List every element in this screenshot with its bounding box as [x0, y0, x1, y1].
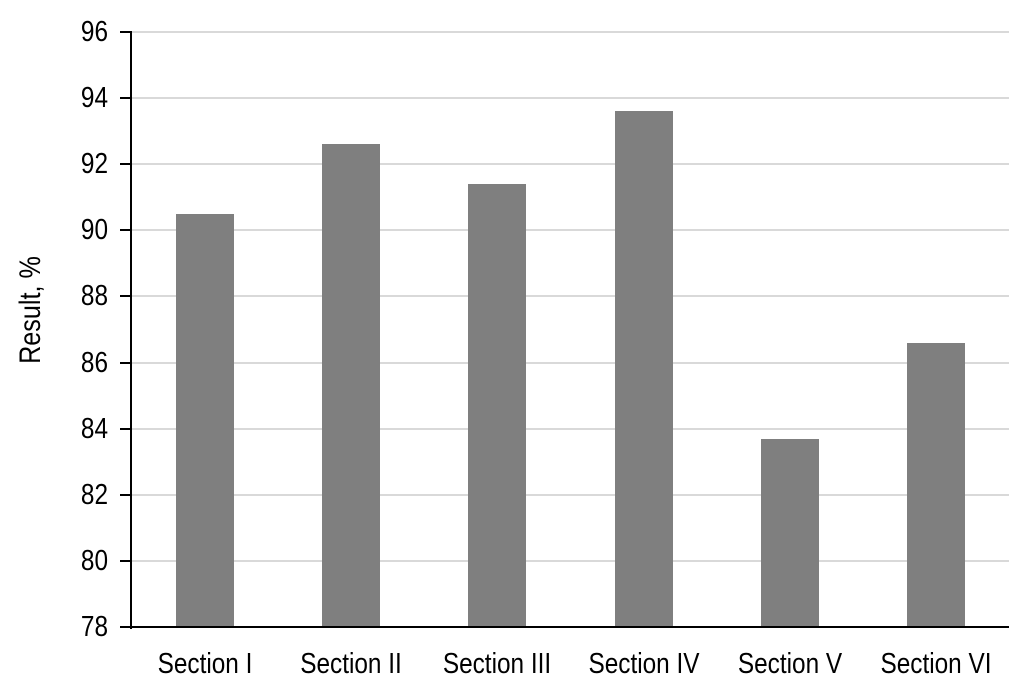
y-tick-label: 96 [80, 16, 108, 48]
gridline [132, 361, 1009, 364]
bar [906, 342, 965, 627]
y-tick-mark [120, 427, 132, 430]
x-category-label: Section VI [880, 648, 992, 680]
y-tick-label: 88 [80, 280, 108, 313]
gridline [132, 493, 1009, 496]
y-tick-mark [120, 97, 132, 100]
y-tick-mark [120, 626, 132, 628]
y-tick-label: 94 [80, 82, 108, 115]
y-tick-label: 86 [80, 346, 108, 379]
plot-area [120, 31, 1009, 629]
y-tick-label: 82 [80, 478, 108, 511]
bar [614, 111, 673, 627]
y-tick-mark [120, 163, 132, 166]
y-tick-label: 84 [80, 412, 108, 445]
x-category-label: Section V [737, 648, 842, 680]
y-tick-mark [120, 361, 132, 364]
x-axis-line [130, 626, 1009, 628]
gridline [132, 163, 1009, 166]
bar [322, 144, 381, 627]
y-tick-label: 90 [80, 214, 108, 247]
gridline [132, 559, 1009, 562]
x-category-label: Section III [443, 648, 552, 680]
y-tick-mark [120, 31, 132, 33]
y-tick-mark [120, 559, 132, 562]
x-category-label: Section IV [588, 648, 700, 680]
gridline [132, 427, 1009, 430]
y-axis-line [130, 32, 132, 629]
gridline [132, 31, 1009, 33]
bar [468, 184, 527, 627]
gridline [132, 97, 1009, 100]
bar [176, 213, 235, 627]
gridline [132, 229, 1009, 232]
y-tick-label: 80 [80, 544, 108, 577]
y-tick-label: 92 [80, 148, 108, 181]
gridline [132, 295, 1009, 298]
y-tick-mark [120, 295, 132, 298]
y-tick-mark [120, 229, 132, 232]
x-category-label: Section II [300, 648, 403, 680]
bar [760, 438, 819, 627]
y-tick-label: 78 [80, 611, 108, 643]
x-category-label: Section I [157, 648, 253, 680]
y-tick-mark [120, 493, 132, 496]
